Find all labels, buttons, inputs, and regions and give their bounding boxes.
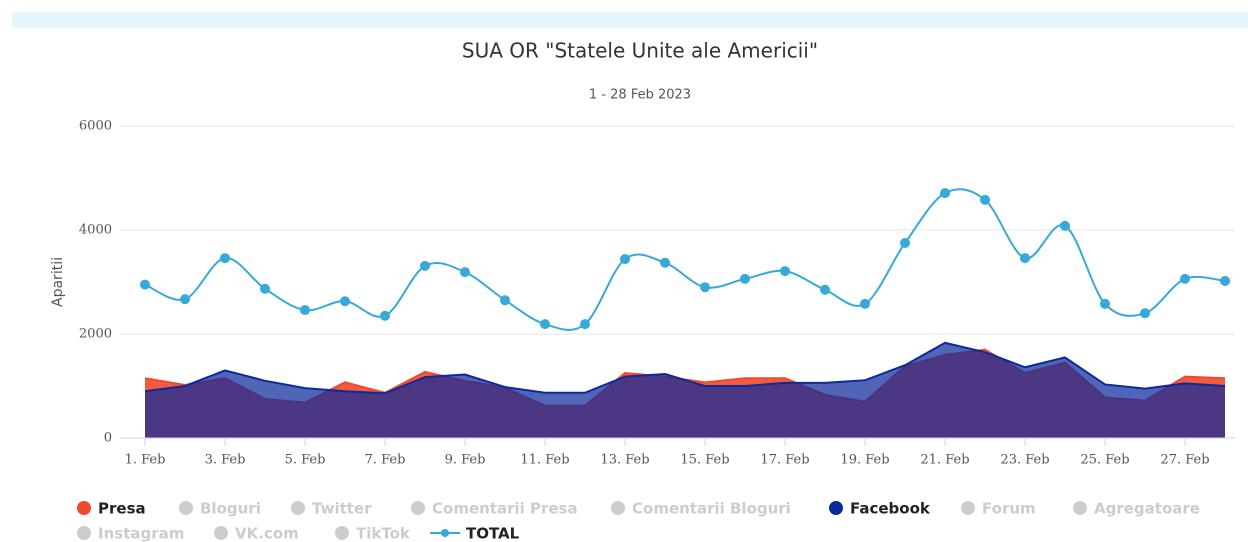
total-marker: [660, 257, 670, 268]
legend-symbol: [77, 526, 91, 540]
total-marker: [180, 294, 190, 305]
total-marker: [980, 194, 990, 205]
total-marker: [540, 319, 550, 330]
x-tick-label: 7. Feb: [365, 453, 406, 468]
total-marker: [780, 266, 790, 277]
total-marker: [380, 310, 390, 321]
x-tick-label: 9. Feb: [445, 453, 486, 468]
x-tick-label: 21. Feb: [920, 453, 969, 468]
legend-label: TOTAL: [466, 525, 520, 542]
x-tick-label: 27. Feb: [1160, 453, 1209, 468]
total-line: [144, 188, 1226, 331]
legend-label: Presa: [98, 500, 146, 518]
legend-symbol: [411, 501, 425, 515]
total-marker: [860, 298, 870, 309]
total-marker: [460, 267, 470, 278]
legend-symbol: [179, 501, 193, 515]
legend-symbol: [291, 501, 305, 515]
legend-label: TikTok: [356, 525, 411, 542]
x-tick-label: 25. Feb: [1080, 453, 1129, 468]
total-marker: [740, 273, 750, 284]
legend-label: Instagram: [98, 525, 184, 542]
total-marker: [1060, 220, 1070, 231]
total-marker: [1220, 275, 1230, 286]
x-tick-label: 19. Feb: [840, 453, 889, 468]
legend-symbol: [611, 501, 625, 515]
legend-label: Agregatoare: [1094, 500, 1200, 518]
area-line: [144, 341, 1226, 395]
total-marker: [420, 260, 430, 271]
total-marker: [900, 238, 910, 248]
x-tick-label: 11. Feb: [520, 453, 569, 468]
total-marker: [140, 279, 150, 290]
top-band: [12, 12, 1248, 28]
y-tick-label: 2000: [79, 327, 112, 342]
y-tick-label: 0: [104, 431, 112, 446]
legend-symbol: [961, 501, 975, 515]
total-marker: [1140, 308, 1150, 319]
legend-label: Forum: [982, 500, 1036, 518]
legend-symbol: [335, 526, 349, 540]
total-marker: [1180, 273, 1190, 284]
total-marker: [260, 283, 270, 294]
total-marker: [820, 284, 830, 295]
total-marker: [500, 295, 510, 306]
total-marker: [1100, 298, 1110, 309]
x-tick-label: 1. Feb: [125, 453, 166, 468]
legend-label: Bloguri: [200, 500, 261, 518]
legend-symbol: [441, 529, 449, 537]
y-tick-label: 4000: [79, 223, 112, 238]
total-marker: [1020, 253, 1030, 264]
total-marker: [340, 296, 350, 307]
total-marker: [620, 254, 630, 265]
total-marker: [300, 305, 310, 316]
chart-subtitle: 1 - 28 Feb 2023: [589, 88, 691, 103]
y-axis-label: Aparitii: [50, 257, 66, 307]
total-marker: [940, 188, 950, 199]
total-marker: [220, 253, 230, 264]
x-tick-label: 3. Feb: [205, 453, 246, 468]
x-tick-label: 15. Feb: [680, 453, 729, 468]
x-tick-label: 5. Feb: [285, 453, 326, 468]
legend-symbol: [214, 526, 228, 540]
legend-label: Facebook: [850, 500, 931, 518]
chart-title: SUA OR "Statele Unite ale Americii": [462, 39, 818, 63]
legend-label: VK.com: [235, 525, 299, 542]
legend-label: Twitter: [312, 500, 372, 518]
legend-symbol: [829, 501, 843, 515]
x-tick-label: 23. Feb: [1000, 453, 1049, 468]
legend-symbol: [1073, 501, 1087, 515]
total-marker: [700, 282, 710, 293]
legend-symbol: [77, 501, 91, 515]
area-fill: [145, 342, 1225, 438]
legend-label: Comentarii Bloguri: [632, 500, 791, 518]
x-tick-label: 13. Feb: [600, 453, 649, 468]
legend-label: Comentarii Presa: [432, 500, 578, 518]
total-marker: [580, 319, 590, 330]
x-tick-label: 17. Feb: [760, 453, 809, 468]
y-tick-label: 6000: [79, 119, 112, 134]
